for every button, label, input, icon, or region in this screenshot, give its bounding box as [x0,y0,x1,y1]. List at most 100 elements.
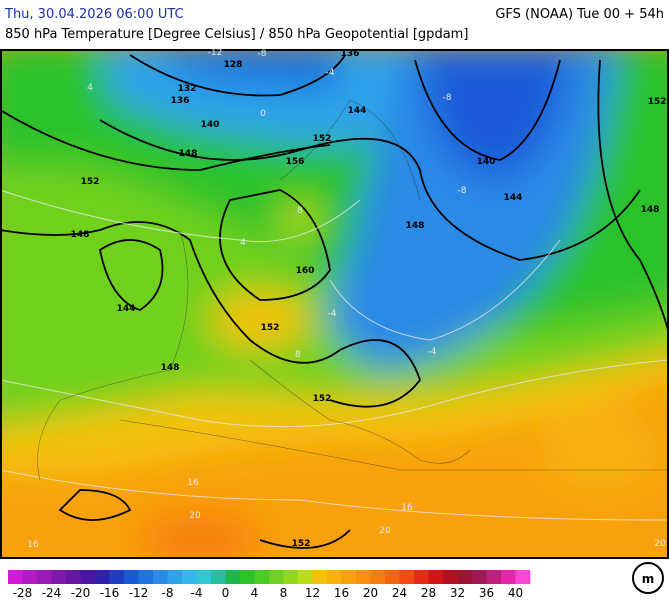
isotherm-label: -8 [258,49,267,59]
colorbar-tick-label: 40 [508,586,523,600]
colorbar-swatch [196,570,212,584]
colorbar-swatch [138,570,154,584]
colorbar-swatch [515,570,531,584]
isotherm-label: 8 [297,206,303,216]
isotherm-label: -4 [328,309,337,319]
colorbar-swatch [486,570,502,584]
colorbar-swatch [254,570,270,584]
model-run: GFS (NOAA) Tue 00 + 54h [495,7,664,22]
colorbar-tick-label: -24 [42,586,62,600]
colorbar-swatch [356,570,371,584]
colorbar-swatch [501,570,516,584]
isotherm-label: 16 [27,540,39,550]
colorbar-swatch [341,570,357,584]
svg-text:m: m [642,572,655,586]
colorbar-swatch [283,570,299,584]
colorbar-swatch [414,570,429,584]
isotherm-label: 0 [260,109,266,119]
colorbar-tick-label: 4 [251,586,259,600]
colorbar-swatch [370,570,386,584]
colorbar-tick-label: -8 [162,586,174,600]
colorbar-tick-label: 0 [222,586,230,600]
colorbar-swatch [22,570,38,584]
isotherm-label: -8 [443,93,452,103]
isotherm-label: 20 [379,526,391,536]
subtitle: 850 hPa Temperature [Degree Celsius] / 8… [5,27,468,42]
isohypse-label: 152 [648,97,667,107]
isohypse-label: 132 [178,84,197,94]
map-frame [0,49,669,559]
valid-time: Thu, 30.04.2026 06:00 UTC [4,7,184,22]
isotherm-label: 8 [295,350,301,360]
colorbar-swatch [269,570,284,584]
colorbar-swatch [167,570,183,584]
colorbar-tick-label: 32 [450,586,465,600]
colorbar-tick-label: -16 [100,586,120,600]
isohypse-label: 152 [81,177,100,187]
isohypse-label: 144 [117,304,136,314]
isohypse-label: 136 [341,49,360,59]
isohypse-label: 152 [292,539,311,549]
isohypse-label: 156 [286,157,305,167]
colorbar-swatch [153,570,168,584]
isohypse-label: 152 [313,134,332,144]
colorbar-tick-label: 16 [334,586,349,600]
isohypse-label: 144 [348,106,367,116]
colorbar-swatch [95,570,110,584]
isohypse-label: 148 [179,149,198,159]
colorbar-tick-label: 28 [421,586,436,600]
colorbar-swatch [8,570,23,584]
isohypse-label: 144 [504,193,523,203]
colorbar-swatch [182,570,197,584]
isotherm-label: -8 [458,186,467,196]
colorbar-tick-label: 20 [363,586,378,600]
colorbar-swatch [472,570,487,584]
colorbar-swatch [51,570,67,584]
isohypse-label: 148 [406,221,425,231]
colorbar-swatch [240,570,255,584]
colorbar-swatch [80,570,96,584]
isotherm-label: 16 [401,503,413,513]
colorbar-tick-label: 8 [280,586,288,600]
isohypse-label: 152 [261,323,280,333]
isotherm-label: 4 [87,83,93,93]
isotherm-label: 4 [240,238,246,248]
isotherm-label: -12 [208,48,223,58]
isohypse-label: 148 [641,205,660,215]
colorbar-swatch [298,570,313,584]
isohypse-label: 160 [296,266,315,276]
isohypse-label: 140 [201,120,220,130]
isotherm-label: 20 [654,539,666,549]
isohypse-label: 136 [171,96,190,106]
colorbar-tick-label: -4 [191,586,203,600]
colorbar-tick-label: -20 [71,586,91,600]
map [1,50,668,558]
isotherm-label: -4 [428,347,437,357]
colorbar-swatch [385,570,400,584]
isotherm-label: 16 [187,478,199,488]
colorbar-swatch [109,570,125,584]
isohypse-label: 148 [71,230,90,240]
colorbar-swatch [443,570,458,584]
logo: m [632,562,664,594]
colorbar-tick-label: 36 [479,586,494,600]
colorbar-swatch [327,570,342,584]
isohypse-label: 152 [313,394,332,404]
colorbar-swatch [124,570,139,584]
colorbar-tick-label: -12 [129,586,149,600]
isotherm-label: -4 [326,68,335,78]
isotherm-label: 20 [189,511,201,521]
colorbar-swatch [312,570,328,584]
colorbar-swatch [428,570,444,584]
colorbar-tick-label: -28 [13,586,33,600]
colorbar-swatch [225,570,241,584]
colorbar-tick-label: 24 [392,586,407,600]
colorbar-swatch [211,570,226,584]
isohypse-label: 140 [477,157,496,167]
isohypse-label: 128 [224,60,243,70]
colorbar-swatch [37,570,52,584]
isohypse-label: 148 [161,363,180,373]
colorbar-swatch [66,570,81,584]
colorbar-tick-label: 12 [305,586,320,600]
